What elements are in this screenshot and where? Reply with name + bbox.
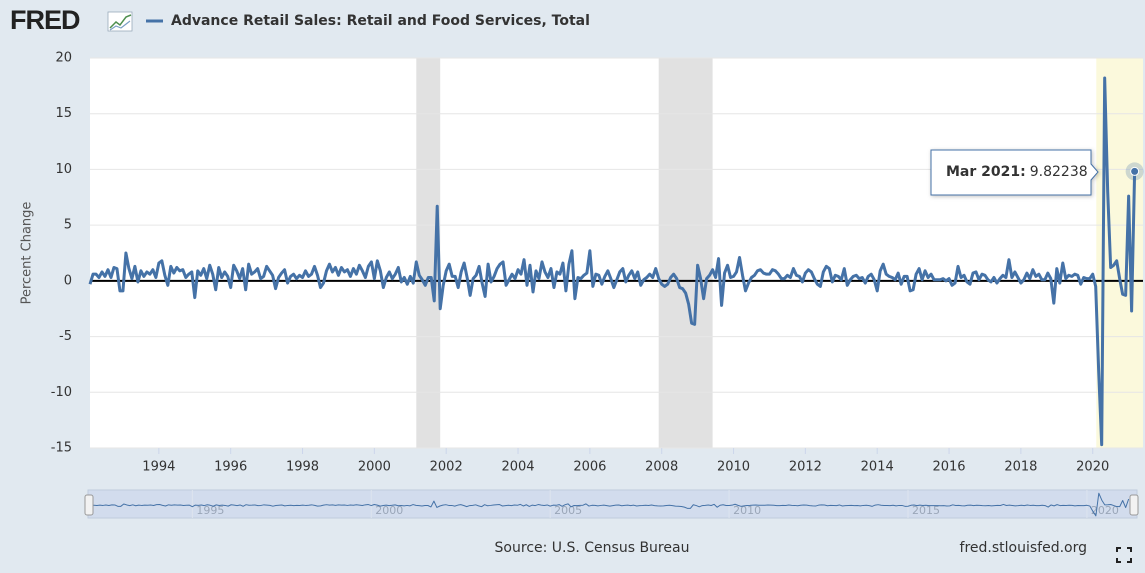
y-tick-label: 5 (64, 218, 72, 233)
x-tick-label: 2018 (1004, 460, 1037, 475)
logo: FRED (10, 5, 80, 35)
fullscreen-button[interactable] (1116, 547, 1132, 563)
navigator-tick-label: 2020 (1091, 504, 1119, 517)
x-tick-label: 2014 (861, 460, 894, 475)
x-tick-label: 2012 (789, 460, 822, 475)
y-tick-label: -15 (51, 441, 72, 456)
tooltip-value: 9.82238 (1030, 164, 1088, 180)
navigator-handle[interactable] (84, 494, 94, 516)
x-tick-label: 2020 (1076, 460, 1109, 475)
x-tick-label: 2008 (645, 460, 678, 475)
x-tick-label: 2016 (932, 460, 965, 475)
source: Source: U.S. Census Bureau (495, 540, 690, 556)
tooltip-label: Mar 2021: (946, 164, 1026, 180)
x-tick-label: 2000 (358, 460, 391, 475)
navigator-handle[interactable] (1129, 494, 1139, 516)
credit[interactable]: fred.stlouisfed.org (960, 540, 1087, 556)
navigator-tick-label: 2000 (375, 504, 403, 517)
y-axis-label: Percent Change (20, 202, 35, 305)
x-tick-label: 2006 (573, 460, 606, 475)
recession-band (658, 58, 713, 448)
x-tick-label: 1994 (142, 460, 175, 475)
y-tick-label: -5 (59, 329, 72, 344)
plot: -15 -10 -5 0 5 10 15 20 1994 1996 1998 2000 2002 2004… (51, 51, 1144, 475)
tooltip: Mar 2021: 9.82238 (930, 149, 1099, 196)
x-tick-label: 1996 (214, 460, 247, 475)
y-tick-label: 0 (64, 273, 72, 288)
legend-label: Advance Retail Sales: Retail and Food Se… (171, 13, 590, 29)
hover-point (1130, 166, 1140, 176)
y-tick-label: -10 (51, 385, 72, 400)
logo-icon (107, 11, 133, 32)
plot-area (90, 58, 1143, 448)
recession-band (416, 58, 441, 448)
x-tick-label: 1998 (286, 460, 319, 475)
x-tick-label: 2010 (717, 460, 750, 475)
navigator-series: 1995 2000 2005 2010 2015 2020 (87, 490, 1130, 518)
navigator-tick-label: 2005 (554, 504, 582, 517)
navigator-line (87, 492, 1130, 517)
tooltip-box (930, 149, 1099, 196)
x-tick-label: 2002 (430, 460, 463, 475)
y-tick-label: 15 (55, 106, 72, 121)
navigator-tick-label: 1995 (196, 504, 224, 517)
x-tick-label: 2004 (501, 460, 534, 475)
navigator[interactable] (87, 489, 1138, 519)
navigator-tick-label: 2015 (912, 504, 940, 517)
y-tick-label: 20 (55, 51, 72, 66)
navigator-tick-label: 2010 (733, 504, 761, 517)
series-line (88, 76, 1137, 447)
y-tick-label: 10 (55, 162, 72, 177)
